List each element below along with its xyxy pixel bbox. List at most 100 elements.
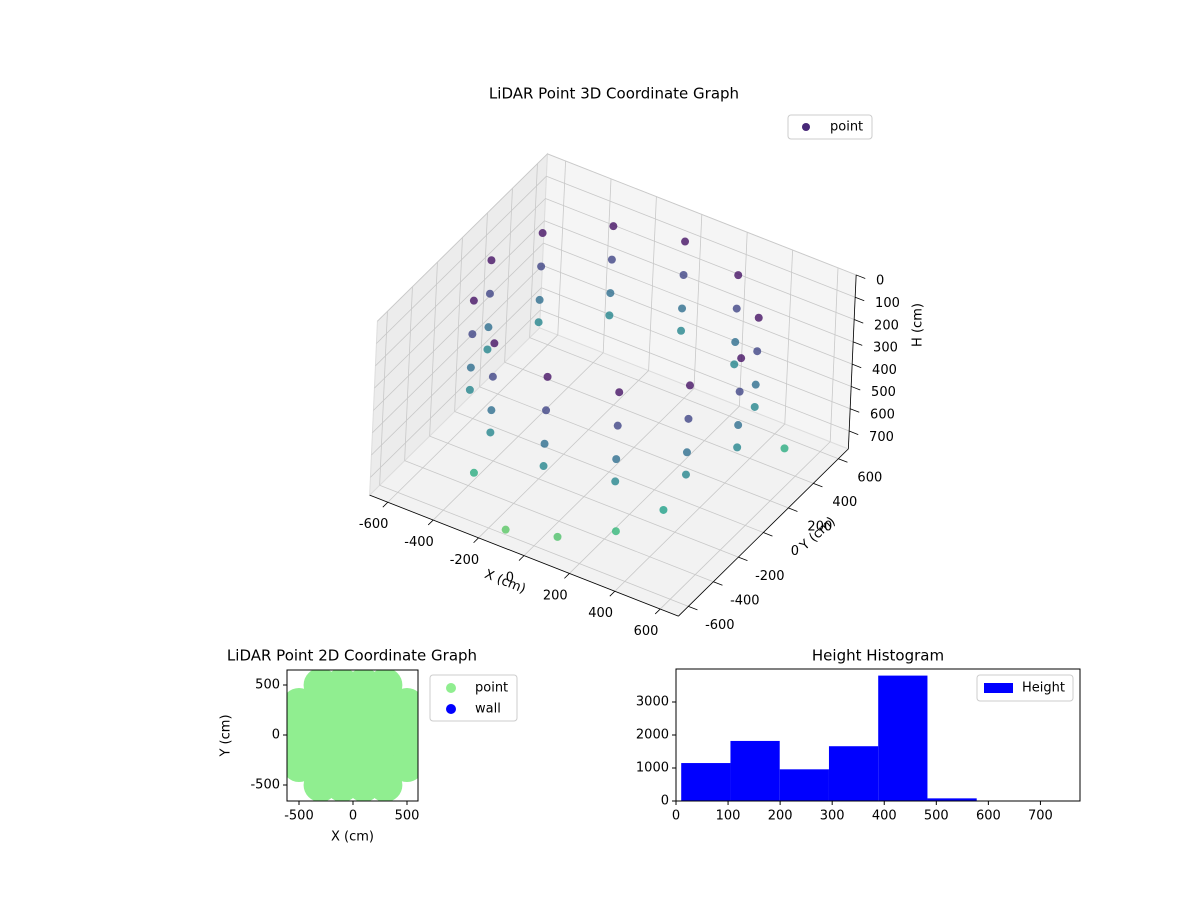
y-tick-label: 3000 (636, 695, 669, 710)
point (538, 229, 547, 238)
z-axis-label: H (cm) (911, 303, 926, 347)
x-tick-label: -500 (284, 809, 314, 824)
point (484, 323, 493, 332)
bar (878, 675, 928, 801)
y-tick-label: -600 (705, 618, 735, 633)
grid-line (739, 232, 748, 407)
x-tick-label: -600 (359, 517, 389, 532)
point (540, 439, 549, 448)
z-tick-label: 0 (876, 274, 884, 289)
tick-mark (427, 519, 434, 526)
point (679, 271, 688, 280)
point (537, 262, 546, 271)
grid-line (543, 242, 853, 365)
y-tick-label: 400 (832, 495, 857, 510)
point (612, 455, 621, 464)
tick-mark (855, 296, 865, 302)
point (733, 443, 742, 452)
grid-line (545, 198, 855, 320)
tick-mark (473, 537, 479, 544)
legend-marker (446, 704, 456, 714)
grid-line (376, 175, 547, 344)
tick-mark (852, 363, 862, 369)
y-tick-label: 1000 (636, 761, 669, 776)
point (732, 304, 741, 313)
point (485, 289, 494, 298)
point (681, 237, 690, 246)
grid-line (547, 153, 857, 276)
y-tick-label: -500 (250, 778, 280, 793)
x-tick-label: 300 (820, 809, 845, 824)
grid-line (373, 242, 544, 411)
grid-line (379, 311, 388, 486)
point (543, 372, 552, 381)
z-tick-label: 500 (871, 385, 896, 400)
y-tick-label: 0 (791, 544, 799, 559)
chart-title: LiDAR Point 2D Coordinate Graph (227, 647, 477, 665)
grid-line (375, 198, 546, 367)
point (731, 338, 740, 347)
x-tick-label: 200 (543, 588, 568, 603)
point (535, 295, 544, 304)
point (468, 330, 477, 339)
legend-box (976, 674, 1074, 702)
bar (828, 746, 879, 801)
legend-marker (446, 683, 456, 693)
grid-line (454, 411, 764, 533)
point (678, 304, 687, 313)
grid-line (529, 163, 538, 338)
point (607, 255, 616, 264)
tick-mark (788, 507, 798, 512)
tick-mark (849, 430, 859, 435)
point (684, 414, 693, 423)
grid-line (544, 220, 854, 343)
chart-title: Height Histogram (812, 647, 944, 665)
tick-mark (853, 341, 863, 346)
x-tick-label: 0 (506, 571, 514, 586)
grid-line (377, 153, 548, 322)
point (488, 372, 497, 381)
grid-line (404, 460, 714, 583)
x-tick-label: 100 (716, 809, 741, 824)
x-tick-label: 500 (395, 809, 420, 824)
x-tick-label: 0 (672, 809, 680, 824)
grid-line (546, 175, 856, 298)
grid-line (371, 287, 542, 456)
point (659, 505, 668, 514)
point (469, 296, 478, 305)
tick-mark (763, 532, 773, 537)
grid-line (379, 484, 689, 607)
chart-title: LiDAR Point 3D Coordinate Graph (489, 85, 739, 103)
tick-mark (738, 556, 748, 562)
point (487, 406, 496, 415)
x-tick-label: -400 (404, 535, 434, 550)
grid-line (529, 337, 839, 460)
grid-line (602, 178, 612, 353)
point (539, 462, 548, 471)
grid-line (648, 196, 657, 371)
z-tick-label: 100 (875, 296, 900, 311)
tick-mark (654, 608, 661, 615)
point (606, 289, 615, 298)
tick-mark (850, 408, 860, 413)
legend-marker (984, 683, 1013, 693)
tick-mark (518, 555, 525, 561)
tick-mark (856, 274, 866, 279)
x-tick-label: -200 (450, 553, 480, 568)
grid-line (557, 161, 566, 335)
grid-line (540, 309, 850, 432)
point (735, 387, 744, 396)
tick-mark (854, 319, 864, 324)
point (613, 421, 622, 430)
grid-line (479, 386, 789, 509)
legend-label: point (830, 120, 863, 135)
point (553, 532, 562, 541)
x-tick-label: 500 (924, 809, 949, 824)
y-tick-label: 600 (857, 470, 882, 485)
point (780, 444, 789, 453)
grid-line (372, 265, 543, 433)
grid-line (429, 262, 438, 437)
legend-label: Height (1022, 681, 1065, 696)
legend-box (787, 114, 873, 140)
grid-line (370, 309, 541, 478)
